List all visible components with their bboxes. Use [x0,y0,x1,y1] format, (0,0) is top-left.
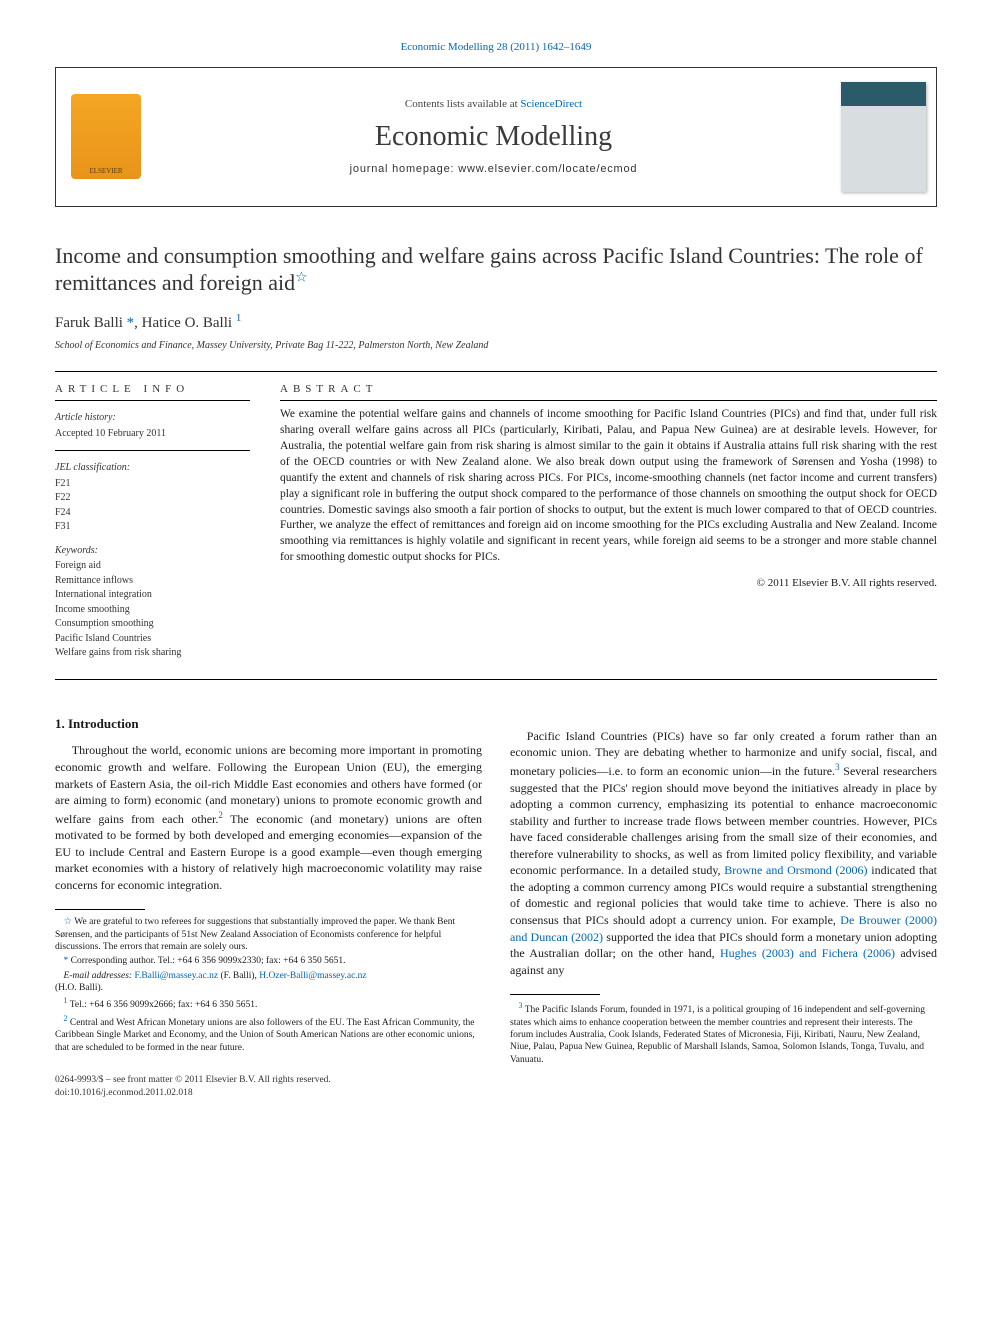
email-2-who: (H.O. Balli). [55,983,103,993]
footnotes-left: ☆ We are grateful to two referees for su… [55,916,482,1054]
journal-header: ELSEVIER Contents lists available at Sci… [55,67,937,207]
author-1: Faruk Balli * [55,315,134,331]
section-num: 1. [55,716,65,731]
body-col-left: 1. Introduction Throughout the world, ec… [55,690,482,1100]
cover-cell [831,68,936,206]
history-accepted: Accepted 10 February 2011 [55,427,250,441]
author-2: Hatice O. Balli 1 [142,315,242,331]
cite-browne[interactable]: Browne and Orsmond (2006) [724,863,867,877]
body-p2: Pacific Island Countries (PICs) have so … [510,728,937,978]
homepage-line: journal homepage: www.elsevier.com/locat… [350,162,638,177]
footnote-corresponding: * Corresponding author. Tel.: +64 6 356 … [55,955,482,967]
abstract-rule [280,400,937,401]
email-1-who: (F. Balli), [218,971,259,981]
section-1-heading: 1. Introduction [55,715,482,733]
header-center: Contents lists available at ScienceDirec… [156,68,831,206]
homepage-prefix: journal homepage: [350,163,459,175]
footnote-rule-left [55,909,145,910]
rh-journal: Economic Modelling [401,41,494,53]
footnotes-right: 3 The Pacific Islands Forum, founded in … [510,1001,937,1066]
jel-codes: F21 F22 F24 F31 [55,477,250,534]
author-sep: , [134,315,142,331]
footnote-3: 3 The Pacific Islands Forum, founded in … [510,1001,937,1066]
fn2-text: Central and West African Monetary unions… [55,1018,475,1053]
email-1-link[interactable]: F.Balli@massey.ac.nz [134,971,218,981]
jel-code: F31 [55,520,250,534]
running-head: Economic Modelling 28 (2011) 1642–1649 [55,40,937,55]
cite-hughes[interactable]: Hughes (2003) and Fichera (2006) [720,946,895,960]
fn-star-marker: ☆ [64,917,73,927]
fn3-marker: 3 [519,1001,523,1010]
title-footnote-marker: ☆ [295,271,308,286]
issn-line: 0264-9993/$ – see front matter © 2011 El… [55,1074,482,1087]
jel-code: F22 [55,491,250,505]
body-p2b: Several researchers suggested that the P… [510,764,937,877]
keyword: Welfare gains from risk sharing [55,646,250,660]
publisher-logo-label: ELSEVIER [89,167,122,176]
info-rule-2 [55,450,250,451]
fn-corr-marker: * [64,956,69,966]
homepage-url: www.elsevier.com/locate/ecmod [458,163,637,175]
jel-code: F24 [55,506,250,520]
info-abstract-row: ARTICLE INFO Article history: Accepted 1… [55,382,937,661]
abstract-col: ABSTRACT We examine the potential welfar… [280,382,937,661]
rh-cite: 28 (2011) 1642–1649 [497,41,592,53]
sciencedirect-link[interactable]: ScienceDirect [520,98,582,110]
info-rule-1 [55,400,250,401]
keyword: Foreign aid [55,559,250,573]
journal-cover-icon [841,82,926,192]
article-info-col: ARTICLE INFO Article history: Accepted 1… [55,382,250,661]
author-1-name: Faruk Balli [55,315,123,331]
running-head-link[interactable]: Economic Modelling 28 (2011) 1642–1649 [401,41,592,53]
fn2-marker: 2 [64,1014,68,1023]
footnote-rule-right [510,994,600,995]
fn1-text: Tel.: +64 6 356 9099x2666; fax: +64 6 35… [70,1001,258,1011]
journal-name: Economic Modelling [375,118,612,156]
divider-top [55,371,937,372]
footnote-star: ☆ We are grateful to two referees for su… [55,916,482,953]
keyword: Remittance inflows [55,574,250,588]
article-title: Income and consumption smoothing and wel… [55,242,937,297]
body-columns: 1. Introduction Throughout the world, ec… [55,690,937,1100]
jel-code: F21 [55,477,250,491]
fn-star-text: We are grateful to two referees for sugg… [55,917,455,952]
history-head: Article history: [55,411,250,425]
abstract-label: ABSTRACT [280,382,937,397]
divider-bottom [55,679,937,680]
bottom-meta: 0264-9993/$ – see front matter © 2011 El… [55,1074,482,1100]
elsevier-logo-icon: ELSEVIER [71,94,141,179]
abstract-copyright: © 2011 Elsevier B.V. All rights reserved… [280,576,937,591]
keywords-list: Foreign aid Remittance inflows Internati… [55,559,250,660]
footnote-emails: E-mail addresses: F.Balli@massey.ac.nz (… [55,970,482,995]
author-2-name: Hatice O. Balli [142,315,232,331]
keyword: International integration [55,588,250,602]
author-list: Faruk Balli *, Hatice O. Balli 1 [55,311,937,333]
keywords-head: Keywords: [55,544,250,558]
keyword: Income smoothing [55,603,250,617]
keyword: Consumption smoothing [55,617,250,631]
fn3-text: The Pacific Islands Forum, founded in 19… [510,1005,925,1064]
title-text: Income and consumption smoothing and wel… [55,243,923,296]
col-right-spacer [510,690,937,728]
affiliation: School of Economics and Finance, Massey … [55,339,937,353]
fn-corr-text: Corresponding author. Tel.: +64 6 356 90… [71,956,346,966]
contents-line: Contents lists available at ScienceDirec… [405,97,582,112]
email-2-link[interactable]: H.Ozer-Balli@massey.ac.nz [259,971,366,981]
article-info-label: ARTICLE INFO [55,382,250,397]
contents-prefix: Contents lists available at [405,98,520,110]
email-label: E-mail addresses: [64,971,135,981]
footnote-2: 2 Central and West African Monetary unio… [55,1014,482,1054]
doi-line: doi:10.1016/j.econmod.2011.02.018 [55,1087,482,1100]
keyword: Pacific Island Countries [55,632,250,646]
body-col-right: Pacific Island Countries (PICs) have so … [510,690,937,1100]
jel-head: JEL classification: [55,461,250,475]
publisher-logo-cell: ELSEVIER [56,68,156,206]
abstract-text: We examine the potential welfare gains a… [280,407,937,566]
body-p1: Throughout the world, economic unions ar… [55,742,482,893]
author-2-marker[interactable]: 1 [236,312,242,324]
fn1-marker: 1 [64,996,68,1005]
footnote-1: 1 Tel.: +64 6 356 9099x2666; fax: +64 6 … [55,996,482,1012]
section-title: Introduction [68,716,139,731]
